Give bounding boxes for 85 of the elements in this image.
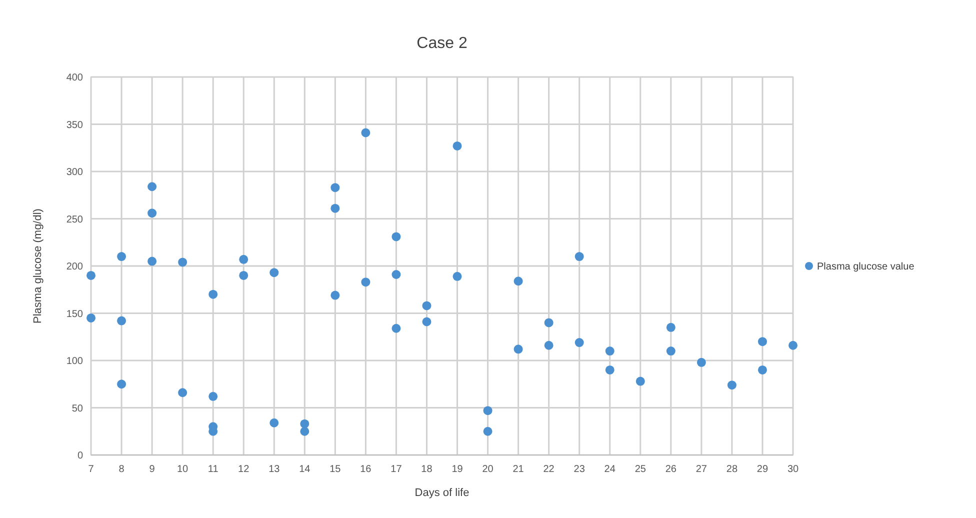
y-tick-label: 350 (66, 120, 84, 131)
point (330, 204, 340, 213)
x-tick-label: 17 (390, 464, 402, 475)
legend-label: Plasma glucose value (817, 262, 915, 272)
point (300, 426, 310, 436)
x-tick-label: 28 (726, 464, 738, 475)
x-tick-label: 20 (482, 464, 494, 475)
x-tick-label: 26 (665, 464, 677, 475)
point (666, 322, 676, 332)
point (483, 406, 492, 416)
point (270, 268, 279, 278)
point (270, 418, 279, 428)
point (208, 392, 218, 401)
x-tick-label: 25 (634, 464, 646, 475)
point (666, 346, 676, 356)
x-tick-label: 12 (238, 464, 250, 475)
point (117, 316, 126, 326)
y-tick-label: 50 (72, 403, 84, 414)
point (330, 183, 340, 192)
point (422, 317, 432, 326)
x-tick-label: 23 (574, 464, 586, 475)
point (178, 258, 188, 267)
y-tick-label: 250 (66, 214, 84, 226)
x-tick-label: 11 (208, 464, 219, 475)
y-tick-label: 100 (66, 356, 84, 367)
x-tick-label: 30 (787, 464, 799, 475)
x-tick-label: 9 (149, 464, 156, 475)
y-tick-label: 400 (66, 72, 84, 84)
point (86, 270, 96, 280)
point (696, 358, 706, 367)
point (392, 324, 401, 333)
point (574, 338, 584, 348)
x-tick-label: 15 (330, 464, 342, 475)
x-tick-label: 27 (696, 464, 708, 475)
point (392, 270, 401, 280)
point (514, 276, 523, 286)
point (483, 426, 492, 436)
point (178, 388, 188, 398)
x-tick-label: 14 (299, 464, 311, 475)
x-tick-label: 16 (360, 464, 372, 475)
point (605, 365, 614, 374)
point (148, 208, 157, 218)
point (148, 256, 157, 266)
point (361, 128, 370, 138)
x-tick-label: 8 (118, 464, 125, 475)
x-tick-label: 21 (512, 464, 524, 475)
point (514, 344, 523, 354)
point (422, 301, 432, 310)
point (86, 313, 96, 322)
point (361, 278, 370, 287)
x-tick-label: 7 (88, 464, 94, 475)
x-tick-label: 19 (452, 464, 464, 475)
y-tick-label: 150 (66, 308, 84, 320)
point (300, 419, 310, 428)
y-axis-title: Plasma glucose (mg/dl) (32, 208, 44, 324)
point (605, 346, 614, 356)
point (148, 182, 157, 192)
point (758, 365, 767, 374)
point (758, 337, 767, 346)
point (727, 380, 736, 390)
point (636, 376, 645, 386)
x-tick-label: 18 (421, 464, 433, 475)
x-tick-label: 13 (268, 464, 280, 475)
chart-title: Case 2 (416, 35, 468, 52)
point (788, 340, 798, 350)
point (208, 290, 218, 299)
point (239, 254, 248, 264)
point (544, 318, 554, 328)
point (544, 340, 554, 350)
point (117, 380, 126, 389)
x-tick-label: 24 (604, 464, 616, 475)
point (452, 272, 462, 281)
point (117, 252, 126, 262)
y-tick-label: 200 (66, 262, 84, 272)
point (452, 141, 462, 150)
point (574, 252, 584, 262)
x-tick-label: 10 (177, 464, 189, 475)
x-tick-label: 29 (756, 464, 768, 475)
point (392, 232, 401, 242)
x-tick-label: 22 (543, 464, 555, 475)
x-axis-title: Days of life (414, 487, 470, 499)
y-tick-label: 300 (66, 167, 84, 178)
y-tick-label: 0 (77, 450, 84, 462)
point (239, 270, 248, 280)
point (330, 290, 340, 300)
